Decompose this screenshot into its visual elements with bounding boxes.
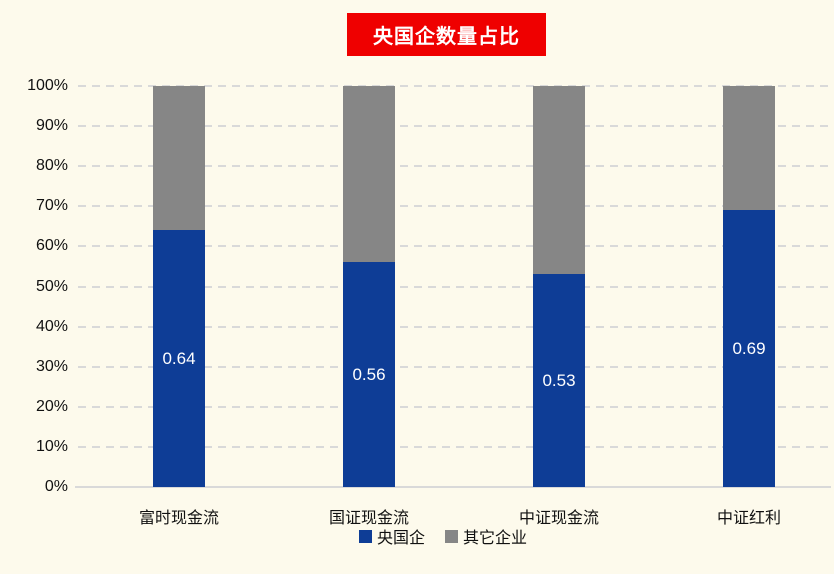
y-axis-label: 0% — [44, 478, 68, 495]
y-axis-label: 20% — [35, 397, 68, 415]
bar-stack: 0.69 — [723, 86, 775, 487]
gridline — [78, 405, 831, 408]
gridline — [78, 125, 831, 128]
plot-area: 0.64 0.56 0.53 0.69 — [84, 86, 834, 487]
bar-group: 0.64 — [84, 86, 274, 487]
bar-value-label: 0.64 — [162, 348, 196, 368]
bar-stack: 0.64 — [153, 86, 205, 487]
y-axis-label: 30% — [35, 357, 68, 375]
bar-value-label: 0.69 — [732, 338, 766, 358]
bar-segment-other — [153, 86, 205, 231]
bar-value-label: 0.56 — [352, 364, 386, 384]
legend-item-soe: 央国企 — [358, 524, 425, 548]
bar-group: 0.56 — [274, 86, 464, 487]
bar-segment-soe: 0.64 — [153, 230, 205, 487]
gridlines — [78, 85, 831, 487]
gridline — [78, 325, 831, 328]
gridline — [78, 165, 831, 168]
bar-segment-soe: 0.56 — [343, 262, 395, 487]
bar-stack: 0.56 — [343, 86, 395, 487]
bar-segment-other — [533, 86, 585, 275]
bar-group: 0.69 — [654, 86, 834, 487]
gridline — [78, 445, 831, 448]
legend-swatch-soe-icon — [358, 529, 372, 543]
legend-label-other: 其它企业 — [463, 530, 528, 547]
y-axis-label: 100% — [27, 77, 68, 94]
y-axis-label: 60% — [35, 237, 68, 255]
y-axis-label: 90% — [35, 117, 68, 135]
legend-label-soe: 央国企 — [376, 530, 425, 547]
y-axis-tick-labels: 0% 10% 20% 30% 40% 50% 60% 70% 80% 90% 100% — [0, 0, 68, 574]
legend-item-other: 其它企业 — [445, 524, 527, 548]
bar-stack: 0.53 — [533, 86, 585, 487]
gridline — [78, 85, 831, 87]
bar-segment-soe: 0.69 — [723, 210, 775, 487]
y-axis-label: 70% — [35, 197, 68, 215]
legend-swatch-other-icon — [445, 529, 458, 543]
gridline — [78, 245, 831, 248]
y-axis-label: 10% — [35, 437, 68, 455]
bar-segment-other — [723, 86, 775, 211]
y-axis-label: 50% — [35, 277, 68, 295]
y-axis-label: 80% — [35, 157, 68, 175]
gridline — [78, 205, 831, 208]
bar-value-label: 0.53 — [542, 370, 576, 390]
x-axis-line — [75, 486, 831, 488]
x-axis-label: 中证现金流 — [518, 510, 599, 527]
chart-title: 央国企数量占比 — [347, 13, 546, 56]
x-axis-label: 中证红利 — [716, 510, 781, 527]
gridline — [78, 285, 831, 288]
x-axis-label: 国证现金流 — [328, 510, 409, 527]
legend: 央国企 其它企业 — [26, 524, 834, 548]
gridline — [78, 365, 831, 368]
y-axis-label: 40% — [35, 317, 68, 335]
x-axis-category-labels: 富时现金流 国证现金流 中证现金流 中证红利 — [84, 504, 834, 528]
bar-segment-other — [343, 86, 395, 263]
bar-group: 0.53 — [464, 86, 654, 487]
bar-segment-soe: 0.53 — [533, 274, 585, 487]
x-axis-label: 富时现金流 — [138, 510, 219, 527]
